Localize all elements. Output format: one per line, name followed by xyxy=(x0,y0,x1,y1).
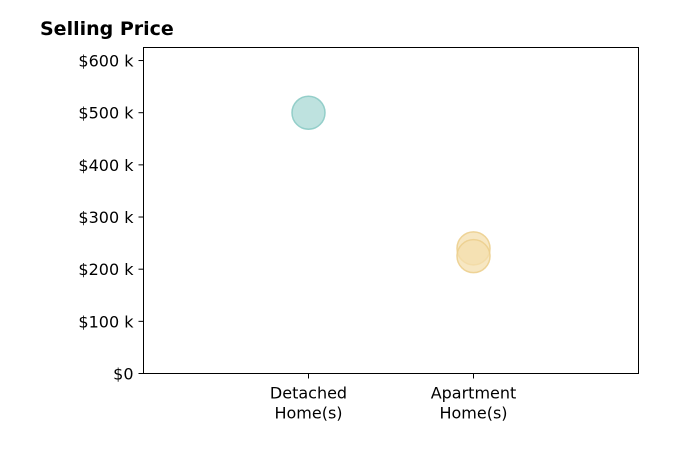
y-axis: $0 $100 k $200 k $300 k $400 k $500 k $600 k xyxy=(78,52,144,384)
x-tick-label-line: Detached xyxy=(270,384,347,403)
x-tick-label-line: Home(s) xyxy=(274,404,342,423)
y-tick-label: $500 k xyxy=(78,104,134,123)
scatter-point xyxy=(456,238,491,274)
scatter-point xyxy=(291,95,326,130)
x-axis: Detached Home(s)Apartment Home(s) xyxy=(270,373,517,423)
y-tick-label: $600 k xyxy=(78,52,134,71)
y-tick-label: $300 k xyxy=(78,208,134,227)
y-tick-label: $100 k xyxy=(78,312,134,331)
x-tick-label: Apartment Home(s) xyxy=(431,384,517,423)
chart-title: Selling Price xyxy=(40,18,174,40)
x-tick-label-line: Apartment xyxy=(431,384,517,403)
y-tick-label: $0 xyxy=(113,365,133,384)
y-tick-label: $400 k xyxy=(78,156,134,175)
plot-marks xyxy=(291,95,491,274)
x-tick-label-line: Home(s) xyxy=(439,404,507,423)
y-tick-label: $200 k xyxy=(78,260,134,279)
x-tick-label: Detached Home(s) xyxy=(270,384,347,423)
plot-frame xyxy=(143,47,639,374)
